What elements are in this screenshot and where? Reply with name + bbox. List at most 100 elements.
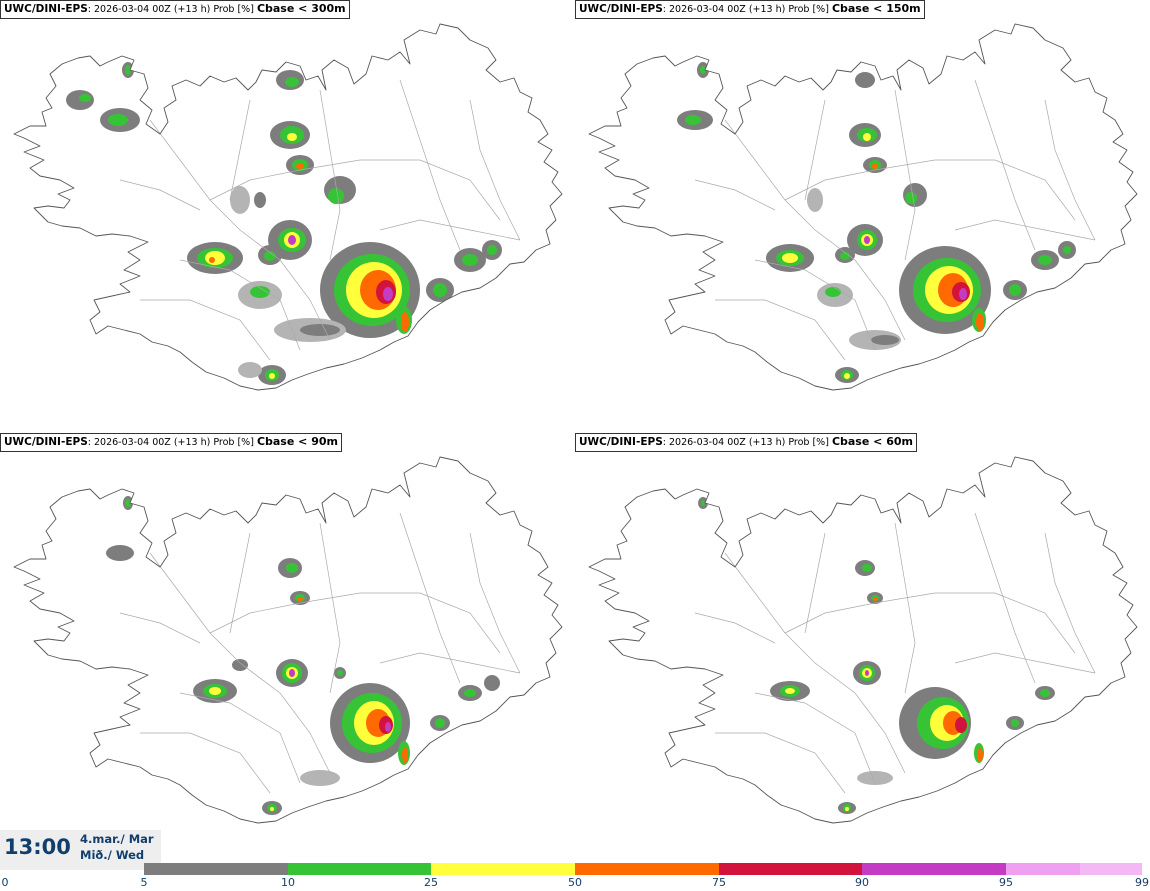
probability-blob bbox=[857, 771, 893, 785]
colorbar-tick-label: 99 bbox=[1135, 876, 1149, 889]
probability-blob bbox=[205, 251, 225, 265]
region-boundary bbox=[954, 652, 1096, 674]
map-panel-cbase-300: UWC/DINI-EPS: 2026-03-04 00Z (+13 h) Pro… bbox=[0, 0, 575, 430]
region-boundary bbox=[694, 179, 776, 211]
probability-blob bbox=[385, 722, 391, 732]
probability-blob bbox=[232, 659, 248, 671]
colorbar-tick-label: 75 bbox=[712, 876, 726, 889]
probability-blob bbox=[289, 669, 295, 677]
region-boundary bbox=[715, 299, 846, 361]
probability-blob bbox=[825, 287, 841, 297]
probability-blob bbox=[844, 373, 850, 379]
probability-blob bbox=[701, 500, 705, 506]
probability-blob bbox=[254, 192, 266, 208]
panel-title: UWC/DINI-EPS: 2026-03-04 00Z (+13 h) Pro… bbox=[0, 0, 350, 19]
probability-blob bbox=[782, 253, 798, 263]
colorbar-segment bbox=[719, 863, 862, 875]
probability-blob bbox=[976, 313, 984, 331]
probability-blob bbox=[270, 807, 274, 811]
probability-blob bbox=[1011, 719, 1019, 727]
probability-blob bbox=[845, 807, 849, 811]
region-boundary bbox=[935, 592, 1076, 654]
panel-title: UWC/DINI-EPS: 2026-03-04 00Z (+13 h) Pro… bbox=[575, 433, 917, 452]
map-panel-cbase-150: UWC/DINI-EPS: 2026-03-04 00Z (+13 h) Pro… bbox=[575, 0, 1150, 430]
region-boundary bbox=[724, 119, 906, 341]
valid-date: 4.mar./ Mar bbox=[80, 832, 154, 846]
probability-field bbox=[677, 62, 1076, 383]
run-info: : 2026-03-04 00Z (+13 h) Prob [%] bbox=[662, 4, 832, 15]
region-boundary bbox=[935, 159, 1076, 221]
probability-blob bbox=[959, 288, 967, 300]
region-boundary bbox=[1044, 532, 1096, 674]
colorbar-segment bbox=[575, 863, 719, 875]
region-boundary bbox=[724, 552, 906, 774]
region-boundary bbox=[229, 532, 251, 634]
probability-blob bbox=[209, 687, 221, 695]
region-boundary bbox=[894, 89, 916, 261]
probability-blob bbox=[840, 252, 850, 260]
probability-blob bbox=[296, 163, 304, 169]
probability-blob bbox=[401, 312, 409, 332]
probability-blob bbox=[1038, 255, 1052, 265]
run-info: : 2026-03-04 00Z (+13 h) Prob [%] bbox=[87, 437, 257, 448]
probability-blob bbox=[300, 324, 340, 336]
region-boundary bbox=[754, 259, 876, 351]
colorbar-segment bbox=[431, 863, 575, 875]
region-boundary bbox=[694, 612, 776, 644]
region-boundary bbox=[974, 79, 1036, 251]
region-boundary bbox=[754, 692, 876, 784]
colorbar-tick-label: 90 bbox=[855, 876, 869, 889]
colorbar-tick-label: 95 bbox=[999, 876, 1013, 889]
probability-blob bbox=[977, 748, 983, 762]
probability-blob bbox=[328, 188, 344, 204]
region-boundary bbox=[784, 159, 936, 201]
probability-blob bbox=[785, 688, 795, 694]
threshold-label: Cbase < 90m bbox=[256, 435, 338, 448]
probability-blob bbox=[286, 563, 298, 573]
probability-blob bbox=[862, 564, 872, 572]
region-boundary bbox=[229, 99, 251, 201]
probability-blob bbox=[230, 186, 250, 214]
region-boundary bbox=[179, 692, 301, 784]
region-boundary bbox=[140, 732, 271, 794]
valid-time-box: 13:00 4.mar./ Mar Mið./ Wed bbox=[0, 830, 161, 870]
probability-blob bbox=[872, 163, 878, 169]
probability-field bbox=[66, 62, 502, 385]
probability-blob bbox=[955, 717, 967, 733]
region-boundary bbox=[179, 259, 301, 351]
region-boundary bbox=[974, 512, 1036, 684]
probability-blob bbox=[1009, 284, 1021, 296]
coastline bbox=[13, 23, 563, 391]
probability-blob bbox=[108, 114, 128, 126]
region-boundary bbox=[1044, 99, 1096, 241]
region-boundary bbox=[119, 179, 201, 211]
probability-blob bbox=[297, 597, 303, 601]
probability-blob bbox=[462, 254, 478, 266]
probability-field bbox=[106, 496, 500, 815]
model-name: UWC/DINI-EPS bbox=[4, 3, 88, 15]
colorbar-segment bbox=[144, 863, 288, 875]
region-boundary bbox=[804, 99, 826, 201]
region-boundary bbox=[209, 159, 361, 201]
probability-blob bbox=[433, 283, 447, 297]
region-boundary bbox=[319, 522, 341, 694]
probability-blob bbox=[865, 670, 869, 676]
colorbar-tick-label: 10 bbox=[281, 876, 295, 889]
probability-blob bbox=[1063, 246, 1071, 254]
run-info: : 2026-03-04 00Z (+13 h) Prob [%] bbox=[662, 437, 832, 448]
region-boundary bbox=[469, 99, 521, 241]
probability-blob bbox=[337, 670, 343, 676]
probability-blob bbox=[864, 236, 870, 244]
coastline bbox=[588, 456, 1138, 824]
threshold-label: Cbase < 300m bbox=[256, 2, 346, 15]
model-name: UWC/DINI-EPS bbox=[579, 3, 663, 15]
probability-blob bbox=[125, 499, 131, 507]
probability-field bbox=[698, 497, 1055, 814]
region-boundary bbox=[319, 89, 341, 261]
panel-title: UWC/DINI-EPS: 2026-03-04 00Z (+13 h) Pro… bbox=[575, 0, 925, 19]
region-boundary bbox=[379, 652, 521, 674]
probability-blob bbox=[807, 188, 823, 212]
colorbar-tick-label: 50 bbox=[568, 876, 582, 889]
probability-blob bbox=[269, 373, 275, 379]
probability-blob bbox=[873, 597, 877, 601]
